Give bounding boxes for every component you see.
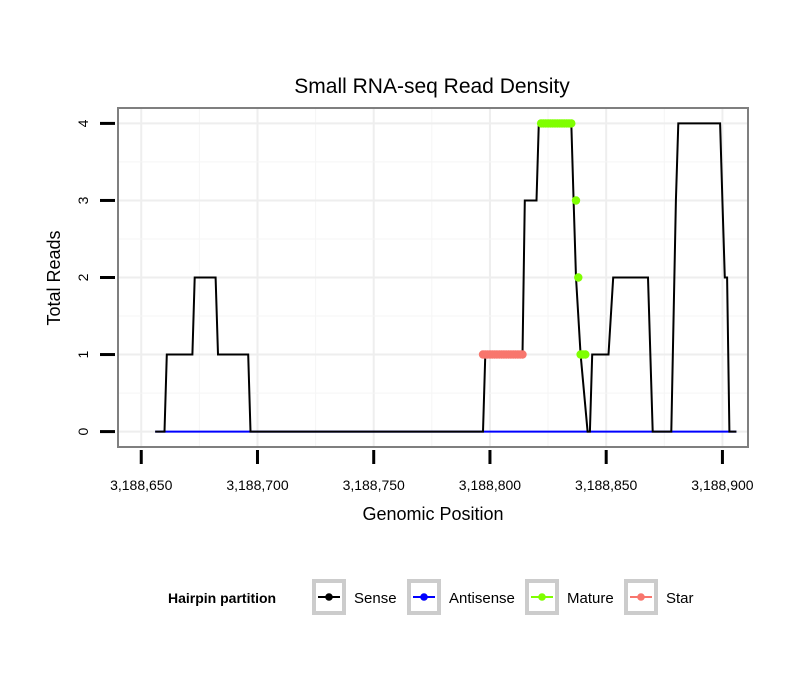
legend: Sense Antisense Mature Star bbox=[312, 579, 694, 615]
data-point-mature bbox=[571, 196, 581, 205]
plot-border bbox=[117, 107, 749, 448]
legend-label: Sense bbox=[354, 590, 397, 607]
x-tick-label: 3,188,750 bbox=[343, 477, 405, 493]
x-tick-label: 3,188,700 bbox=[226, 477, 288, 493]
y-tick-label: 0 bbox=[75, 427, 91, 435]
y-tick-label: 2 bbox=[75, 273, 91, 281]
x-tick-label: 3,188,650 bbox=[110, 477, 172, 493]
y-tick-label: 3 bbox=[75, 196, 91, 204]
legend-label: Star bbox=[666, 590, 694, 607]
x-tick-label: 3,188,900 bbox=[691, 477, 753, 493]
y-tick-label: 4 bbox=[75, 119, 91, 127]
y-tick-label: 1 bbox=[75, 350, 91, 358]
data-point-mature bbox=[567, 119, 576, 128]
legend-key-marker bbox=[325, 593, 333, 601]
axes: 3,188,650 3,188,700 3,188,750 3,188,800 3,18… bbox=[75, 119, 754, 493]
legend-key-marker bbox=[538, 593, 546, 601]
grid-lines bbox=[118, 108, 748, 447]
data-point-star bbox=[518, 350, 527, 359]
legend-key-marker bbox=[420, 593, 428, 601]
legend-item-mature: Mature bbox=[525, 579, 614, 615]
legend-key-marker bbox=[637, 593, 645, 601]
legend-title: Hairpin partition bbox=[168, 590, 276, 606]
x-axis-label: Genomic Position bbox=[362, 504, 503, 524]
legend-item-antisense: Antisense bbox=[407, 579, 515, 615]
x-tick-label: 3,188,800 bbox=[459, 477, 521, 493]
data-layer bbox=[155, 119, 737, 433]
legend-label: Antisense bbox=[449, 590, 515, 607]
y-axis-label: Total Reads bbox=[44, 230, 64, 325]
legend-label: Mature bbox=[567, 590, 614, 607]
data-point-mature bbox=[574, 273, 583, 282]
legend-item-star: Star bbox=[624, 579, 694, 615]
x-tick-label: 3,188,850 bbox=[575, 477, 637, 493]
chart-title: Small RNA-seq Read Density bbox=[294, 75, 570, 98]
data-point-mature bbox=[581, 350, 590, 359]
legend-item-sense: Sense bbox=[312, 579, 397, 615]
